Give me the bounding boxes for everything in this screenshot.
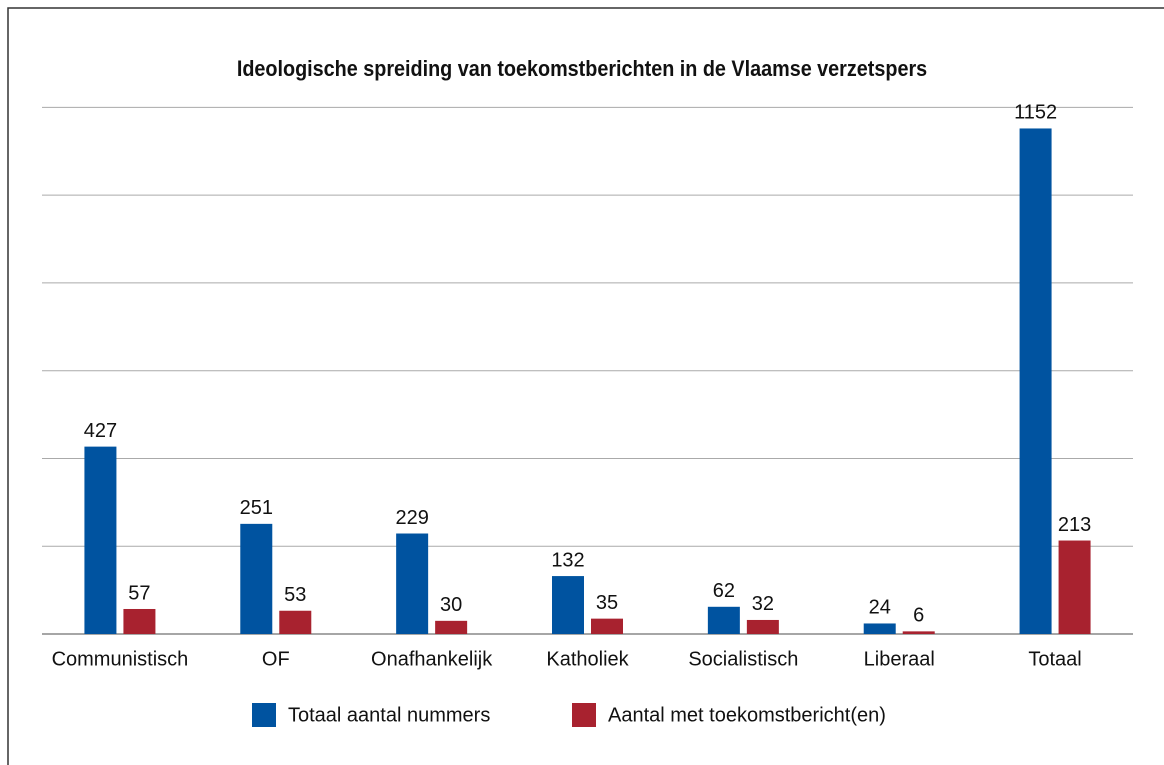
data-label: 32 bbox=[752, 593, 774, 615]
data-label: 427 bbox=[84, 420, 117, 442]
bar bbox=[746, 619, 779, 634]
data-label: 1152 bbox=[1014, 102, 1057, 124]
data-label: 24 bbox=[869, 597, 891, 619]
data-label: 229 bbox=[395, 507, 428, 529]
data-label: 132 bbox=[551, 549, 584, 571]
bar bbox=[123, 608, 156, 634]
legend-swatch bbox=[252, 703, 276, 727]
data-label: 6 bbox=[913, 605, 924, 627]
bar bbox=[863, 623, 896, 634]
data-label: 35 bbox=[596, 592, 618, 614]
data-label: 53 bbox=[284, 584, 306, 606]
bar bbox=[435, 620, 468, 634]
x-tick-label: Socialistisch bbox=[688, 648, 798, 670]
bar bbox=[902, 631, 935, 634]
data-label: 62 bbox=[713, 580, 735, 602]
x-tick-label: Katholiek bbox=[546, 648, 629, 670]
data-label: 251 bbox=[240, 497, 273, 519]
legend-label: Aantal met toekomstbericht(en) bbox=[608, 704, 886, 726]
chart-title: Ideologische spreiding van toekomstberic… bbox=[237, 57, 927, 81]
x-tick-label: Totaal bbox=[1028, 648, 1081, 670]
x-tick-label: Onafhankelijk bbox=[371, 648, 493, 670]
legend-label: Totaal aantal nummers bbox=[288, 704, 490, 726]
data-label: 57 bbox=[128, 582, 150, 604]
bar bbox=[707, 606, 740, 634]
legend-swatch bbox=[572, 703, 596, 727]
data-label: 30 bbox=[440, 594, 462, 616]
bar bbox=[279, 610, 312, 634]
bar bbox=[84, 446, 117, 634]
bar bbox=[552, 576, 584, 634]
x-tick-label: OF bbox=[262, 648, 290, 670]
bar bbox=[1058, 540, 1091, 634]
bar bbox=[396, 533, 429, 634]
bar bbox=[1019, 128, 1052, 635]
x-tick-label: Communistisch bbox=[52, 648, 189, 670]
data-label: 213 bbox=[1058, 514, 1091, 536]
bar bbox=[591, 618, 623, 634]
x-tick-label: Liberaal bbox=[864, 648, 935, 670]
frame bbox=[7, 7, 1164, 765]
bar bbox=[240, 523, 273, 634]
